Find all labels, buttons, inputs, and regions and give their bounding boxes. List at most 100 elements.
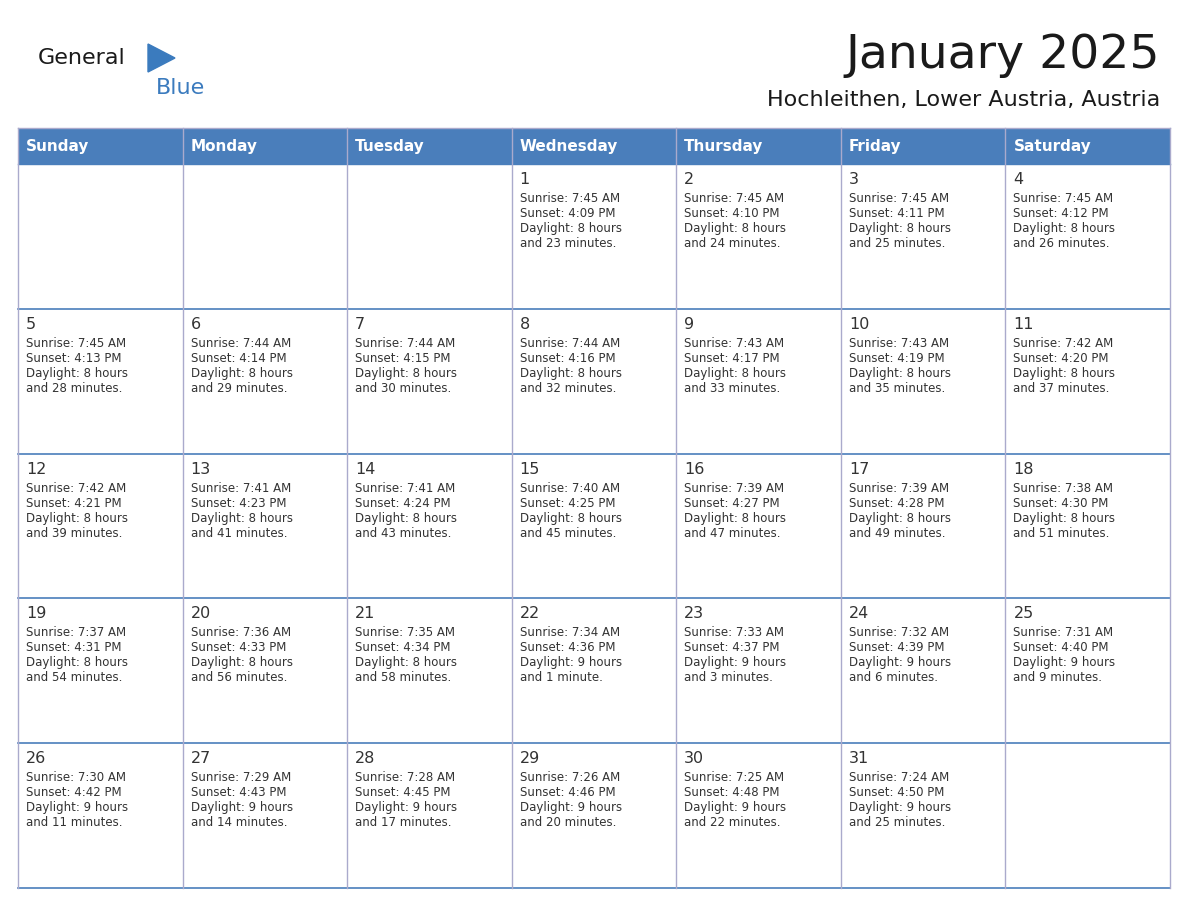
Text: and 35 minutes.: and 35 minutes.	[849, 382, 946, 395]
Text: 8: 8	[519, 317, 530, 331]
Text: Sunrise: 7:24 AM: Sunrise: 7:24 AM	[849, 771, 949, 784]
Text: Sunset: 4:39 PM: Sunset: 4:39 PM	[849, 642, 944, 655]
Text: and 29 minutes.: and 29 minutes.	[190, 382, 287, 395]
Text: 11: 11	[1013, 317, 1034, 331]
Text: Sunset: 4:30 PM: Sunset: 4:30 PM	[1013, 497, 1108, 509]
Text: Sunset: 4:31 PM: Sunset: 4:31 PM	[26, 642, 121, 655]
Text: Wednesday: Wednesday	[519, 139, 618, 153]
Text: 25: 25	[1013, 607, 1034, 621]
Text: 1: 1	[519, 172, 530, 187]
Text: Daylight: 8 hours: Daylight: 8 hours	[1013, 222, 1116, 235]
Text: Daylight: 8 hours: Daylight: 8 hours	[26, 656, 128, 669]
Text: Sunset: 4:27 PM: Sunset: 4:27 PM	[684, 497, 779, 509]
Text: 10: 10	[849, 317, 870, 331]
Text: Daylight: 9 hours: Daylight: 9 hours	[519, 656, 621, 669]
Bar	[18, 599, 1170, 744]
Text: Sunrise: 7:45 AM: Sunrise: 7:45 AM	[684, 192, 784, 205]
Text: and 58 minutes.: and 58 minutes.	[355, 671, 451, 685]
Text: Daylight: 8 hours: Daylight: 8 hours	[355, 367, 457, 380]
Text: and 17 minutes.: and 17 minutes.	[355, 816, 451, 829]
Text: 15: 15	[519, 462, 541, 476]
Text: 3: 3	[849, 172, 859, 187]
Text: Sunset: 4:17 PM: Sunset: 4:17 PM	[684, 352, 779, 364]
Text: Daylight: 9 hours: Daylight: 9 hours	[849, 656, 950, 669]
Text: and 32 minutes.: and 32 minutes.	[519, 382, 617, 395]
Text: and 24 minutes.: and 24 minutes.	[684, 237, 781, 250]
Text: Sunrise: 7:32 AM: Sunrise: 7:32 AM	[849, 626, 949, 640]
Text: Sunday: Sunday	[26, 139, 89, 153]
Text: Sunset: 4:25 PM: Sunset: 4:25 PM	[519, 497, 615, 509]
Text: Sunset: 4:24 PM: Sunset: 4:24 PM	[355, 497, 450, 509]
Text: and 11 minutes.: and 11 minutes.	[26, 816, 122, 829]
Text: Sunrise: 7:39 AM: Sunrise: 7:39 AM	[684, 482, 784, 495]
Text: and 14 minutes.: and 14 minutes.	[190, 816, 287, 829]
Text: Daylight: 8 hours: Daylight: 8 hours	[684, 222, 786, 235]
Text: and 22 minutes.: and 22 minutes.	[684, 816, 781, 829]
Text: Sunrise: 7:45 AM: Sunrise: 7:45 AM	[849, 192, 949, 205]
Text: Daylight: 9 hours: Daylight: 9 hours	[1013, 656, 1116, 669]
Text: Sunset: 4:28 PM: Sunset: 4:28 PM	[849, 497, 944, 509]
Text: 31: 31	[849, 751, 870, 767]
Text: Sunset: 4:16 PM: Sunset: 4:16 PM	[519, 352, 615, 364]
Text: 23: 23	[684, 607, 704, 621]
Text: Sunset: 4:23 PM: Sunset: 4:23 PM	[190, 497, 286, 509]
Text: Daylight: 8 hours: Daylight: 8 hours	[849, 367, 950, 380]
Text: 16: 16	[684, 462, 704, 476]
Bar	[18, 308, 1170, 453]
Text: Sunset: 4:42 PM: Sunset: 4:42 PM	[26, 786, 121, 800]
Text: Sunrise: 7:45 AM: Sunrise: 7:45 AM	[519, 192, 620, 205]
Text: and 25 minutes.: and 25 minutes.	[849, 237, 946, 250]
Text: 12: 12	[26, 462, 46, 476]
Text: Sunrise: 7:36 AM: Sunrise: 7:36 AM	[190, 626, 291, 640]
Text: 21: 21	[355, 607, 375, 621]
Text: 28: 28	[355, 751, 375, 767]
Text: Daylight: 8 hours: Daylight: 8 hours	[190, 511, 292, 524]
Text: Sunrise: 7:37 AM: Sunrise: 7:37 AM	[26, 626, 126, 640]
Text: Sunrise: 7:41 AM: Sunrise: 7:41 AM	[190, 482, 291, 495]
Text: 13: 13	[190, 462, 210, 476]
Text: 19: 19	[26, 607, 46, 621]
Text: Sunset: 4:19 PM: Sunset: 4:19 PM	[849, 352, 944, 364]
Text: Sunrise: 7:29 AM: Sunrise: 7:29 AM	[190, 771, 291, 784]
Text: Sunset: 4:14 PM: Sunset: 4:14 PM	[190, 352, 286, 364]
Text: 26: 26	[26, 751, 46, 767]
Text: January 2025: January 2025	[846, 32, 1159, 77]
Text: Sunset: 4:48 PM: Sunset: 4:48 PM	[684, 786, 779, 800]
Text: and 56 minutes.: and 56 minutes.	[190, 671, 287, 685]
Text: 2: 2	[684, 172, 695, 187]
Text: Sunset: 4:33 PM: Sunset: 4:33 PM	[190, 642, 286, 655]
Text: Daylight: 8 hours: Daylight: 8 hours	[355, 511, 457, 524]
Text: Sunset: 4:20 PM: Sunset: 4:20 PM	[1013, 352, 1108, 364]
Text: Sunset: 4:21 PM: Sunset: 4:21 PM	[26, 497, 121, 509]
Text: Sunset: 4:34 PM: Sunset: 4:34 PM	[355, 642, 450, 655]
Text: Sunset: 4:40 PM: Sunset: 4:40 PM	[1013, 642, 1108, 655]
Text: Sunset: 4:43 PM: Sunset: 4:43 PM	[190, 786, 286, 800]
Text: Daylight: 9 hours: Daylight: 9 hours	[684, 656, 786, 669]
Text: Daylight: 8 hours: Daylight: 8 hours	[190, 367, 292, 380]
Text: Daylight: 8 hours: Daylight: 8 hours	[1013, 511, 1116, 524]
Text: Daylight: 8 hours: Daylight: 8 hours	[684, 511, 786, 524]
Text: 30: 30	[684, 751, 704, 767]
Text: Sunset: 4:45 PM: Sunset: 4:45 PM	[355, 786, 450, 800]
Text: Sunrise: 7:31 AM: Sunrise: 7:31 AM	[1013, 626, 1113, 640]
Text: Sunrise: 7:34 AM: Sunrise: 7:34 AM	[519, 626, 620, 640]
Text: and 6 minutes.: and 6 minutes.	[849, 671, 937, 685]
Text: Sunset: 4:15 PM: Sunset: 4:15 PM	[355, 352, 450, 364]
Text: Sunrise: 7:44 AM: Sunrise: 7:44 AM	[190, 337, 291, 350]
Text: Sunset: 4:36 PM: Sunset: 4:36 PM	[519, 642, 615, 655]
Text: and 47 minutes.: and 47 minutes.	[684, 527, 781, 540]
Text: and 39 minutes.: and 39 minutes.	[26, 527, 122, 540]
Text: Daylight: 8 hours: Daylight: 8 hours	[849, 511, 950, 524]
Text: and 41 minutes.: and 41 minutes.	[190, 527, 287, 540]
Text: 7: 7	[355, 317, 365, 331]
Text: Daylight: 9 hours: Daylight: 9 hours	[26, 801, 128, 814]
Text: Sunset: 4:09 PM: Sunset: 4:09 PM	[519, 207, 615, 220]
Text: Monday: Monday	[190, 139, 258, 153]
Text: Sunrise: 7:39 AM: Sunrise: 7:39 AM	[849, 482, 949, 495]
Text: Sunset: 4:37 PM: Sunset: 4:37 PM	[684, 642, 779, 655]
Text: and 20 minutes.: and 20 minutes.	[519, 816, 617, 829]
Text: 9: 9	[684, 317, 695, 331]
Text: 14: 14	[355, 462, 375, 476]
Text: Sunrise: 7:28 AM: Sunrise: 7:28 AM	[355, 771, 455, 784]
Text: General: General	[38, 48, 126, 68]
